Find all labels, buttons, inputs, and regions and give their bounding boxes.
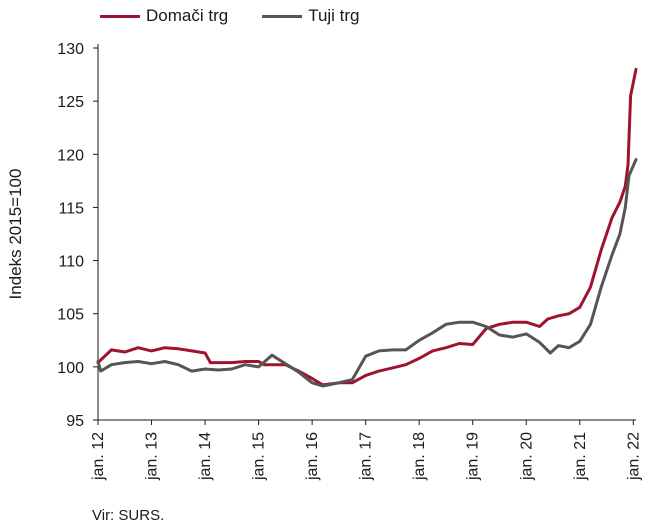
y-tick-label: 105 (57, 307, 84, 324)
y-tick-label: 125 (57, 94, 84, 111)
x-tick-label: jan. 15 (251, 432, 268, 481)
legend-item-domestic[interactable]: Domači trg (100, 6, 228, 26)
x-tick-label: jan. 22 (625, 432, 642, 481)
x-tick-label: jan. 13 (144, 432, 161, 481)
y-tick-label: 100 (57, 360, 84, 377)
series-line-foreign (96, 158, 638, 388)
x-tick-label: jan. 14 (197, 432, 214, 481)
x-tick-label: jan. 21 (572, 432, 589, 481)
legend: Domači trg Tuji trg (100, 6, 360, 26)
series-line-domestic (96, 67, 638, 387)
x-tick-label: jan. 12 (90, 432, 107, 481)
x-tick-label: jan. 17 (358, 432, 375, 481)
x-tick-label: jan. 18 (411, 432, 428, 481)
legend-label-foreign: Tuji trg (308, 6, 360, 25)
x-tick-label: jan. 20 (518, 432, 535, 481)
x-tick-label: jan. 16 (304, 432, 321, 481)
x-tick-label: jan. 19 (465, 432, 482, 481)
legend-swatch-foreign (262, 14, 303, 18)
y-tick-label: 115 (58, 200, 84, 217)
y-tick-label: 120 (57, 147, 84, 164)
y-tick-label: 95 (66, 413, 84, 430)
legend-swatch-domestic (100, 14, 140, 18)
source-note: Vir: SURS. (92, 507, 165, 524)
legend-label-domestic: Domači trg (146, 6, 229, 25)
y-tick-label: 130 (57, 41, 84, 58)
legend-item-foreign[interactable]: Tuji trg (262, 6, 360, 26)
y-tick-label: 110 (58, 254, 84, 271)
y-axis-title: Indeks 2015=100 (6, 169, 25, 300)
